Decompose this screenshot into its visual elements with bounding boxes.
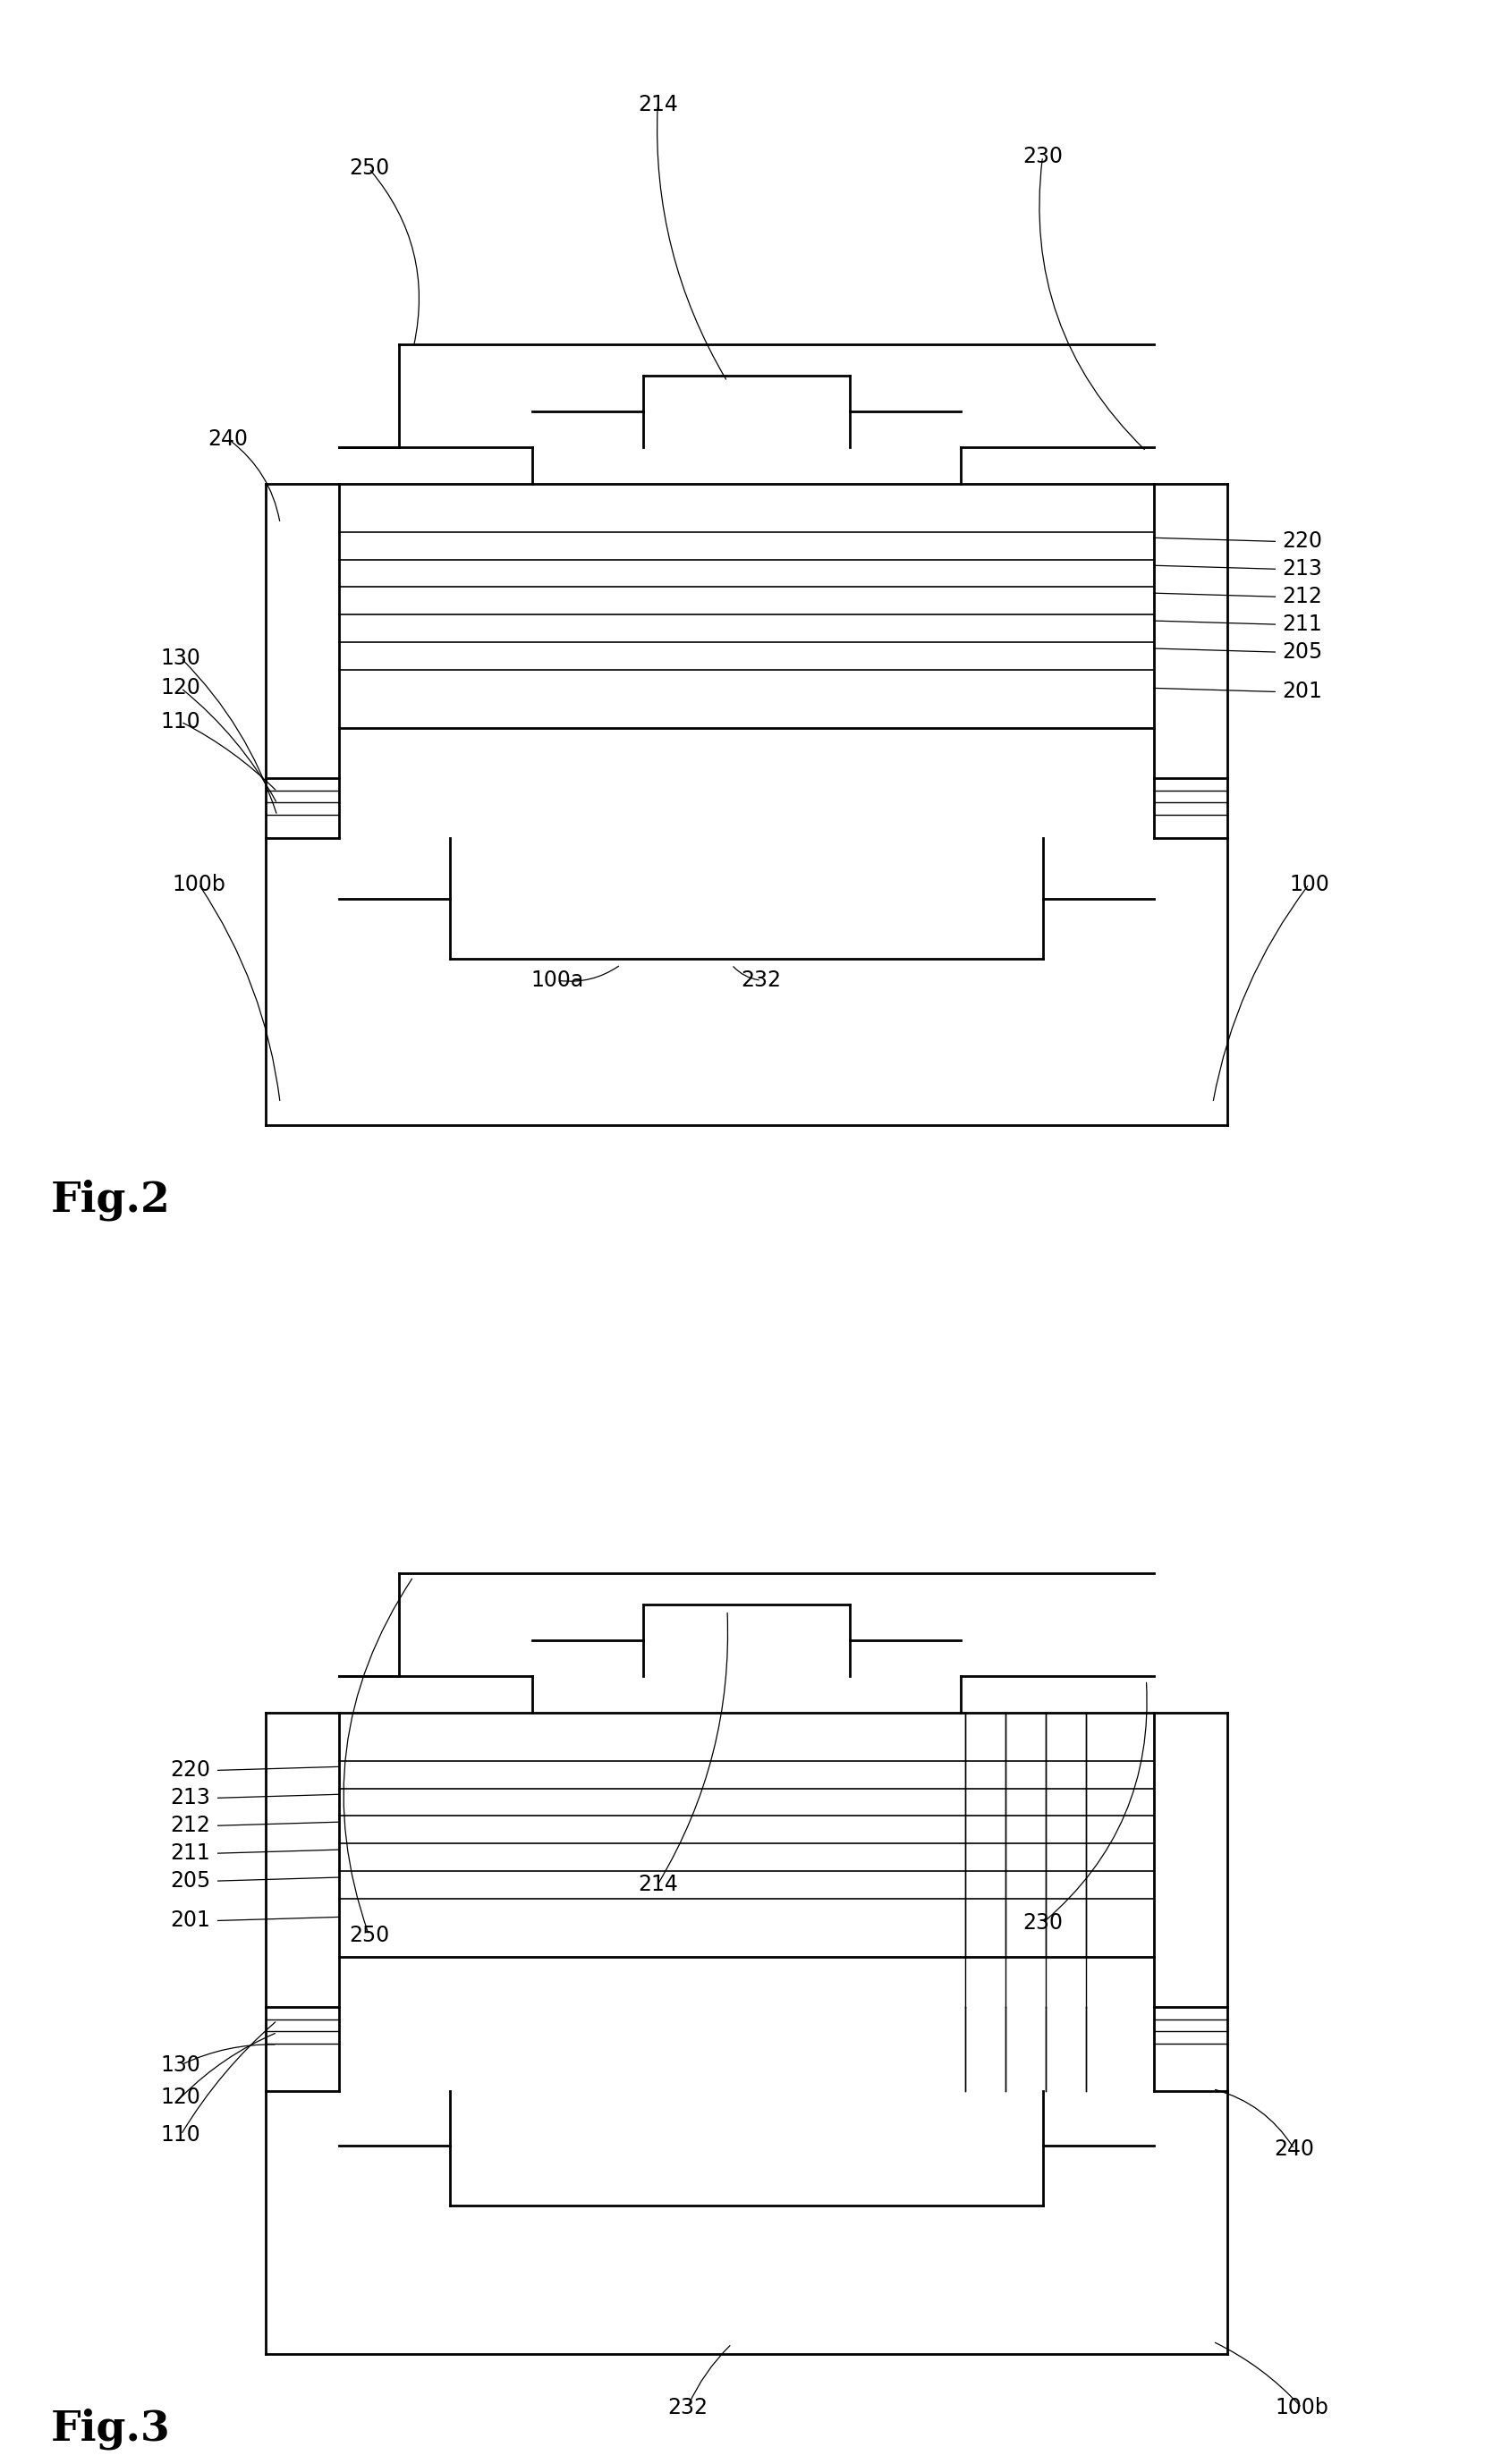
Text: 130: 130 <box>161 2055 202 2075</box>
Text: 110: 110 <box>161 2124 202 2146</box>
Text: 220: 220 <box>1282 530 1323 552</box>
Text: 201: 201 <box>1282 680 1323 702</box>
Text: 214: 214 <box>638 1873 678 1895</box>
Text: 250: 250 <box>349 1924 390 1947</box>
Text: 110: 110 <box>161 712 202 732</box>
Text: 100b: 100b <box>1275 2397 1329 2420</box>
Text: 100: 100 <box>1288 872 1329 894</box>
Text: 211: 211 <box>170 1843 211 1863</box>
Text: 212: 212 <box>1282 586 1323 609</box>
Text: 213: 213 <box>170 1786 211 1809</box>
Text: 220: 220 <box>170 1759 211 1781</box>
Text: Fig.3: Fig.3 <box>51 2407 170 2449</box>
Text: Fig.2: Fig.2 <box>51 1178 170 1220</box>
Text: 212: 212 <box>170 1816 211 1836</box>
Text: 130: 130 <box>161 648 202 668</box>
Text: 232: 232 <box>667 2397 708 2420</box>
Text: 120: 120 <box>161 678 202 700</box>
Text: 213: 213 <box>1282 559 1323 579</box>
Text: 230: 230 <box>1023 1912 1063 1934</box>
Text: 205: 205 <box>1282 641 1323 663</box>
Text: 240: 240 <box>1274 2139 1314 2161</box>
Text: 100a: 100a <box>530 971 584 991</box>
Text: 240: 240 <box>208 429 248 451</box>
Text: 214: 214 <box>638 94 678 116</box>
Text: 232: 232 <box>741 971 781 991</box>
Text: 230: 230 <box>1023 145 1063 168</box>
Text: 205: 205 <box>170 1870 211 1892</box>
Text: 211: 211 <box>1282 614 1323 636</box>
Text: 100b: 100b <box>172 872 225 894</box>
Text: 201: 201 <box>170 1910 211 1932</box>
Text: 250: 250 <box>349 158 390 180</box>
Text: 120: 120 <box>161 2087 202 2109</box>
